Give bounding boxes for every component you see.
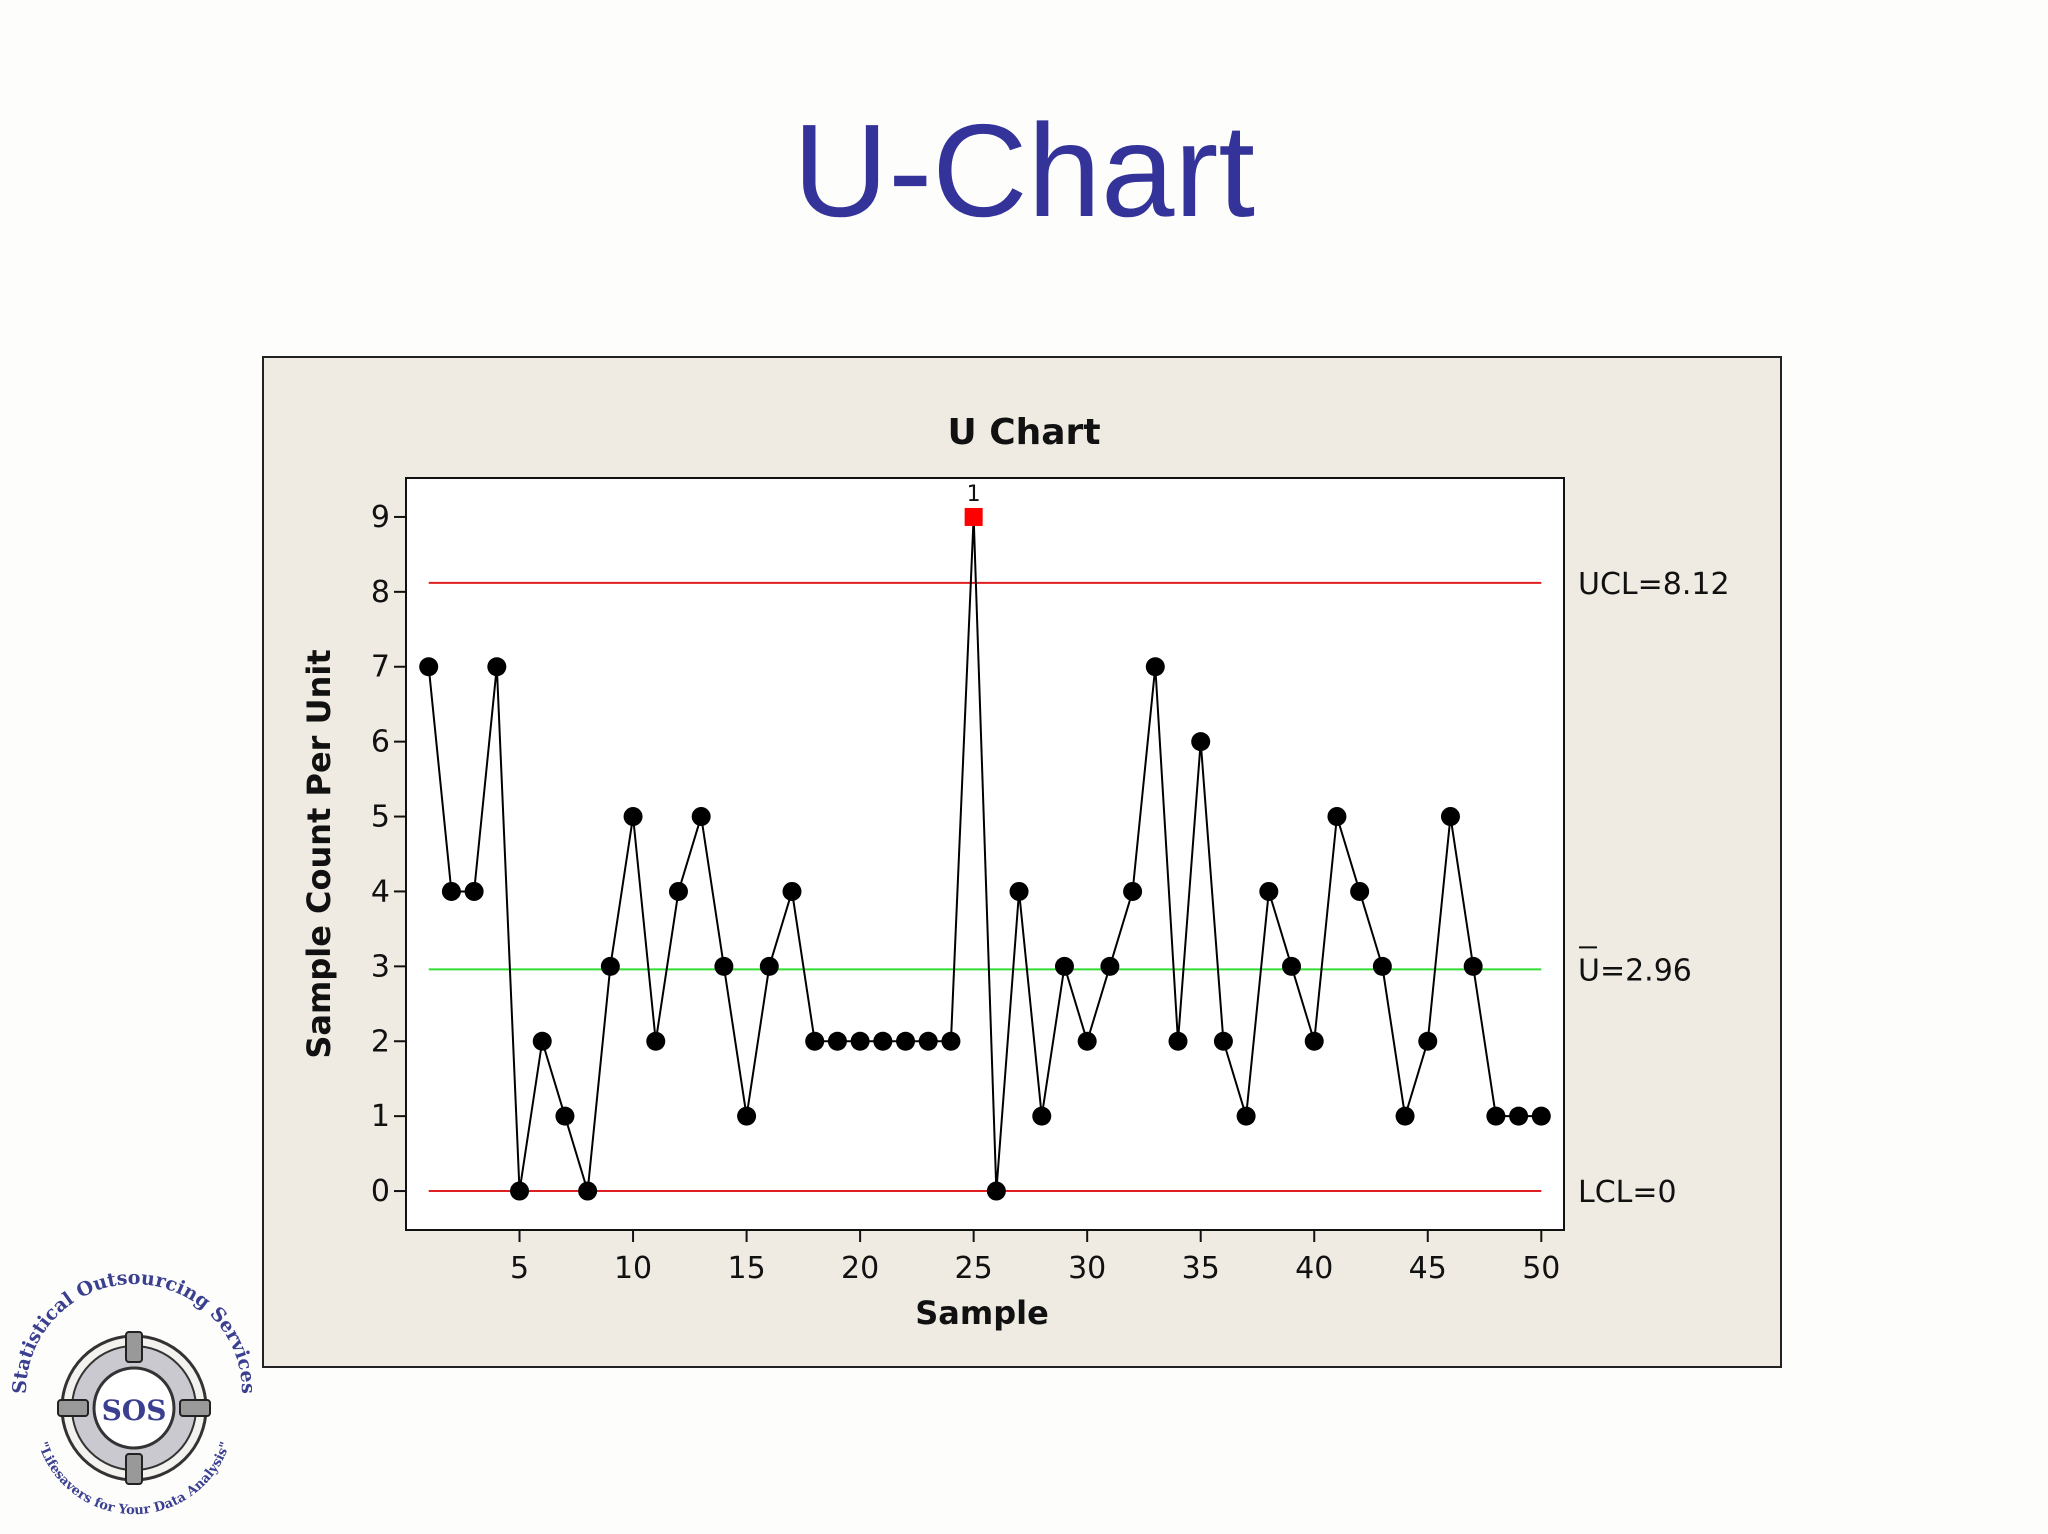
- x-tick-label: 25: [955, 1251, 993, 1286]
- data-point: [1350, 881, 1370, 901]
- data-point: [986, 1181, 1006, 1201]
- chart-title: U Chart: [947, 412, 1100, 453]
- data-point: [1009, 881, 1029, 901]
- y-tick-label: 1: [371, 1099, 390, 1134]
- data-point: [419, 657, 439, 677]
- data-point: [1236, 1106, 1256, 1126]
- data-point: [1054, 956, 1074, 976]
- data-point: [873, 1031, 893, 1051]
- data-point: [668, 881, 688, 901]
- data-point: [850, 1031, 870, 1051]
- data-point: [441, 881, 461, 901]
- out-of-control-point: [964, 507, 983, 526]
- data-point: [1509, 1106, 1529, 1126]
- data-point: [1259, 881, 1279, 901]
- y-tick-label: 5: [371, 800, 390, 835]
- data-point: [1395, 1106, 1415, 1126]
- x-tick-label: 45: [1409, 1251, 1447, 1286]
- data-point: [1168, 1031, 1188, 1051]
- reference-line-label: U=2.96: [1578, 953, 1692, 988]
- data-point: [918, 1031, 938, 1051]
- data-point: [1418, 1031, 1438, 1051]
- data-point: [896, 1031, 916, 1051]
- data-point: [464, 881, 484, 901]
- data-point: [1304, 1031, 1324, 1051]
- data-point: [1213, 1031, 1233, 1051]
- x-tick-label: 35: [1182, 1251, 1220, 1286]
- y-tick-label: 8: [371, 575, 390, 610]
- y-tick-label: 6: [371, 725, 390, 760]
- data-point: [691, 807, 711, 827]
- data-point: [737, 1106, 757, 1126]
- x-tick-label: 15: [727, 1251, 765, 1286]
- data-point: [1077, 1031, 1097, 1051]
- y-tick-label: 4: [371, 874, 390, 909]
- x-tick-label: 10: [614, 1251, 652, 1286]
- data-point: [1123, 881, 1143, 901]
- reference-line-label: LCL=0: [1578, 1175, 1677, 1210]
- x-tick-label: 20: [841, 1251, 879, 1286]
- data-point: [555, 1106, 575, 1126]
- data-point: [1440, 807, 1460, 827]
- data-point: [805, 1031, 825, 1051]
- x-tick-label: 5: [510, 1251, 529, 1286]
- data-point: [1531, 1106, 1551, 1126]
- data-point: [646, 1031, 666, 1051]
- data-point: [1191, 732, 1211, 752]
- logo-center-text: SOS: [102, 1394, 167, 1427]
- data-point: [1327, 807, 1347, 827]
- x-tick-label: 50: [1522, 1251, 1560, 1286]
- data-point: [1145, 657, 1165, 677]
- data-point: [1100, 956, 1120, 976]
- y-tick-label: 2: [371, 1024, 390, 1059]
- x-axis-title: Sample: [915, 1294, 1049, 1332]
- data-point: [759, 956, 779, 976]
- data-point: [487, 657, 507, 677]
- data-point: [600, 956, 620, 976]
- data-point: [1282, 956, 1302, 976]
- y-axis-title: Sample Count Per Unit: [300, 649, 338, 1058]
- data-point: [578, 1181, 598, 1201]
- slide-title: U-Chart: [792, 97, 1256, 244]
- series-line: [427, 516, 1542, 1192]
- test-failure-flag: 1: [967, 482, 981, 507]
- data-point: [1032, 1106, 1052, 1126]
- data-point: [1463, 956, 1483, 976]
- y-tick-label: 9: [371, 500, 390, 535]
- x-tick-label: 40: [1295, 1251, 1333, 1286]
- y-tick-label: 3: [371, 949, 390, 984]
- sos-logo: Statistical Outsourcing Services SOS "Li…: [9, 1267, 259, 1518]
- data-point: [1372, 956, 1392, 976]
- y-tick-label: 7: [371, 650, 390, 685]
- data-point: [510, 1181, 530, 1201]
- data-point: [1486, 1106, 1506, 1126]
- x-tick-label: 30: [1068, 1251, 1106, 1286]
- data-point: [532, 1031, 552, 1051]
- data-point: [827, 1031, 847, 1051]
- data-point: [782, 881, 802, 901]
- data-point: [623, 807, 643, 827]
- data-point: [714, 956, 734, 976]
- reference-line-label: UCL=8.12: [1578, 567, 1730, 602]
- data-point: [941, 1031, 961, 1051]
- y-tick-label: 0: [371, 1174, 390, 1209]
- chart-panel: U Chart 0 1 2 3 4 5 6 7 8 9 5 10 15 20 25 30 35 40 45 50 Samp…: [262, 356, 1782, 1368]
